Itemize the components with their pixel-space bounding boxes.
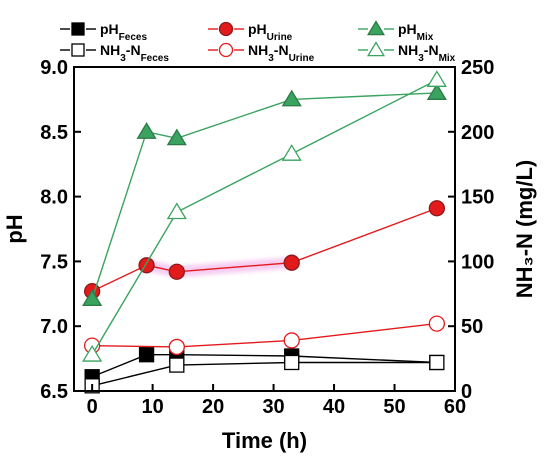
point-nh3n-feces [429, 354, 445, 371]
point-ph-mix [82, 289, 103, 307]
point-ph-urine [283, 254, 300, 271]
y-right-tick-label: 100 [461, 251, 494, 273]
y-left-tick-label: 7.5 [40, 251, 68, 273]
legend-label-ph-feces: pHFeces [100, 21, 147, 43]
x-tick-label: 30 [262, 396, 284, 418]
point-ph-mix [166, 128, 187, 146]
legend-marker-nh3n-feces [71, 43, 85, 57]
legend-label-ph-urine: pHUrine [248, 21, 293, 43]
x-tick-label: 10 [141, 396, 163, 418]
legend-marker-ph-feces [71, 22, 85, 36]
legend: pHFeces pHUrine pHMix NH3-NFeces NH3-NUrine N… [60, 20, 456, 64]
y-right-tick-label: 0 [461, 381, 472, 403]
legend-marker-nh3n-urine [218, 42, 234, 58]
plot-frame [73, 66, 456, 392]
legend-label-nh3n-mix: NH3-NMix [398, 42, 456, 64]
y-left-tick-label: 7.0 [40, 316, 68, 338]
y-right-tick-label: 250 [461, 57, 494, 79]
point-nh3n-feces [284, 354, 300, 371]
x-tick-label: 0 [87, 396, 98, 418]
point-ph-urine [168, 263, 185, 280]
series-line-nh3n-mix [91, 79, 438, 356]
y-left-axis-title: pH [2, 214, 27, 243]
point-nh3n-mix [82, 344, 103, 362]
legend-marker-ph-urine [218, 21, 234, 37]
point-ph-mix [136, 122, 157, 139]
y-right-axis-title: NH₃-N (mg/L) [512, 160, 537, 298]
legend-label-nh3n-urine: NH3-NUrine [248, 42, 315, 64]
point-ph-feces [138, 347, 155, 363]
series-line-ph-urine [91, 207, 438, 292]
series-line-nh3n-feces [91, 361, 437, 387]
x-tick-label: 20 [202, 396, 224, 418]
y-right-tick-label: 200 [461, 122, 494, 144]
point-ph-urine [428, 200, 446, 217]
axes: 0 10 20 30 40 50 60 6.5 7.0 7.5 8.0 8.5 9.0 0 50 100 150… [2, 57, 537, 453]
legend-marker-ph-mix [366, 20, 386, 36]
point-ph-mix [281, 89, 302, 107]
x-tick-label: 40 [323, 396, 345, 418]
point-nh3n-feces [169, 357, 185, 373]
point-nh3n-mix [426, 70, 447, 87]
y-left-tick-label: 9.0 [40, 57, 68, 79]
point-nh3n-urine [168, 338, 185, 356]
legend-label-ph-mix: pHMix [398, 21, 434, 43]
point-nh3n-mix [166, 202, 187, 220]
y-left-tick-label: 6.5 [40, 381, 68, 403]
point-nh3n-urine [428, 315, 446, 332]
point-nh3n-urine [283, 332, 300, 349]
plot-area [82, 70, 447, 394]
point-nh3n-mix [281, 144, 302, 161]
x-tick-label: 60 [444, 396, 466, 418]
legend-label-nh3n-feces: NH3-NFeces [100, 42, 169, 64]
legend-marker-nh3n-mix [366, 41, 386, 57]
x-axis-title: Time (h) [222, 428, 307, 453]
point-ph-mix [426, 83, 447, 100]
x-tick-label: 50 [383, 396, 405, 418]
series-line-nh3n-urine [92, 322, 437, 348]
y-right-tick-label: 150 [461, 187, 494, 209]
y-right-tick-label: 50 [461, 316, 483, 338]
y-left-tick-label: 8.0 [40, 187, 68, 209]
y-left-tick-label: 8.5 [40, 122, 68, 144]
